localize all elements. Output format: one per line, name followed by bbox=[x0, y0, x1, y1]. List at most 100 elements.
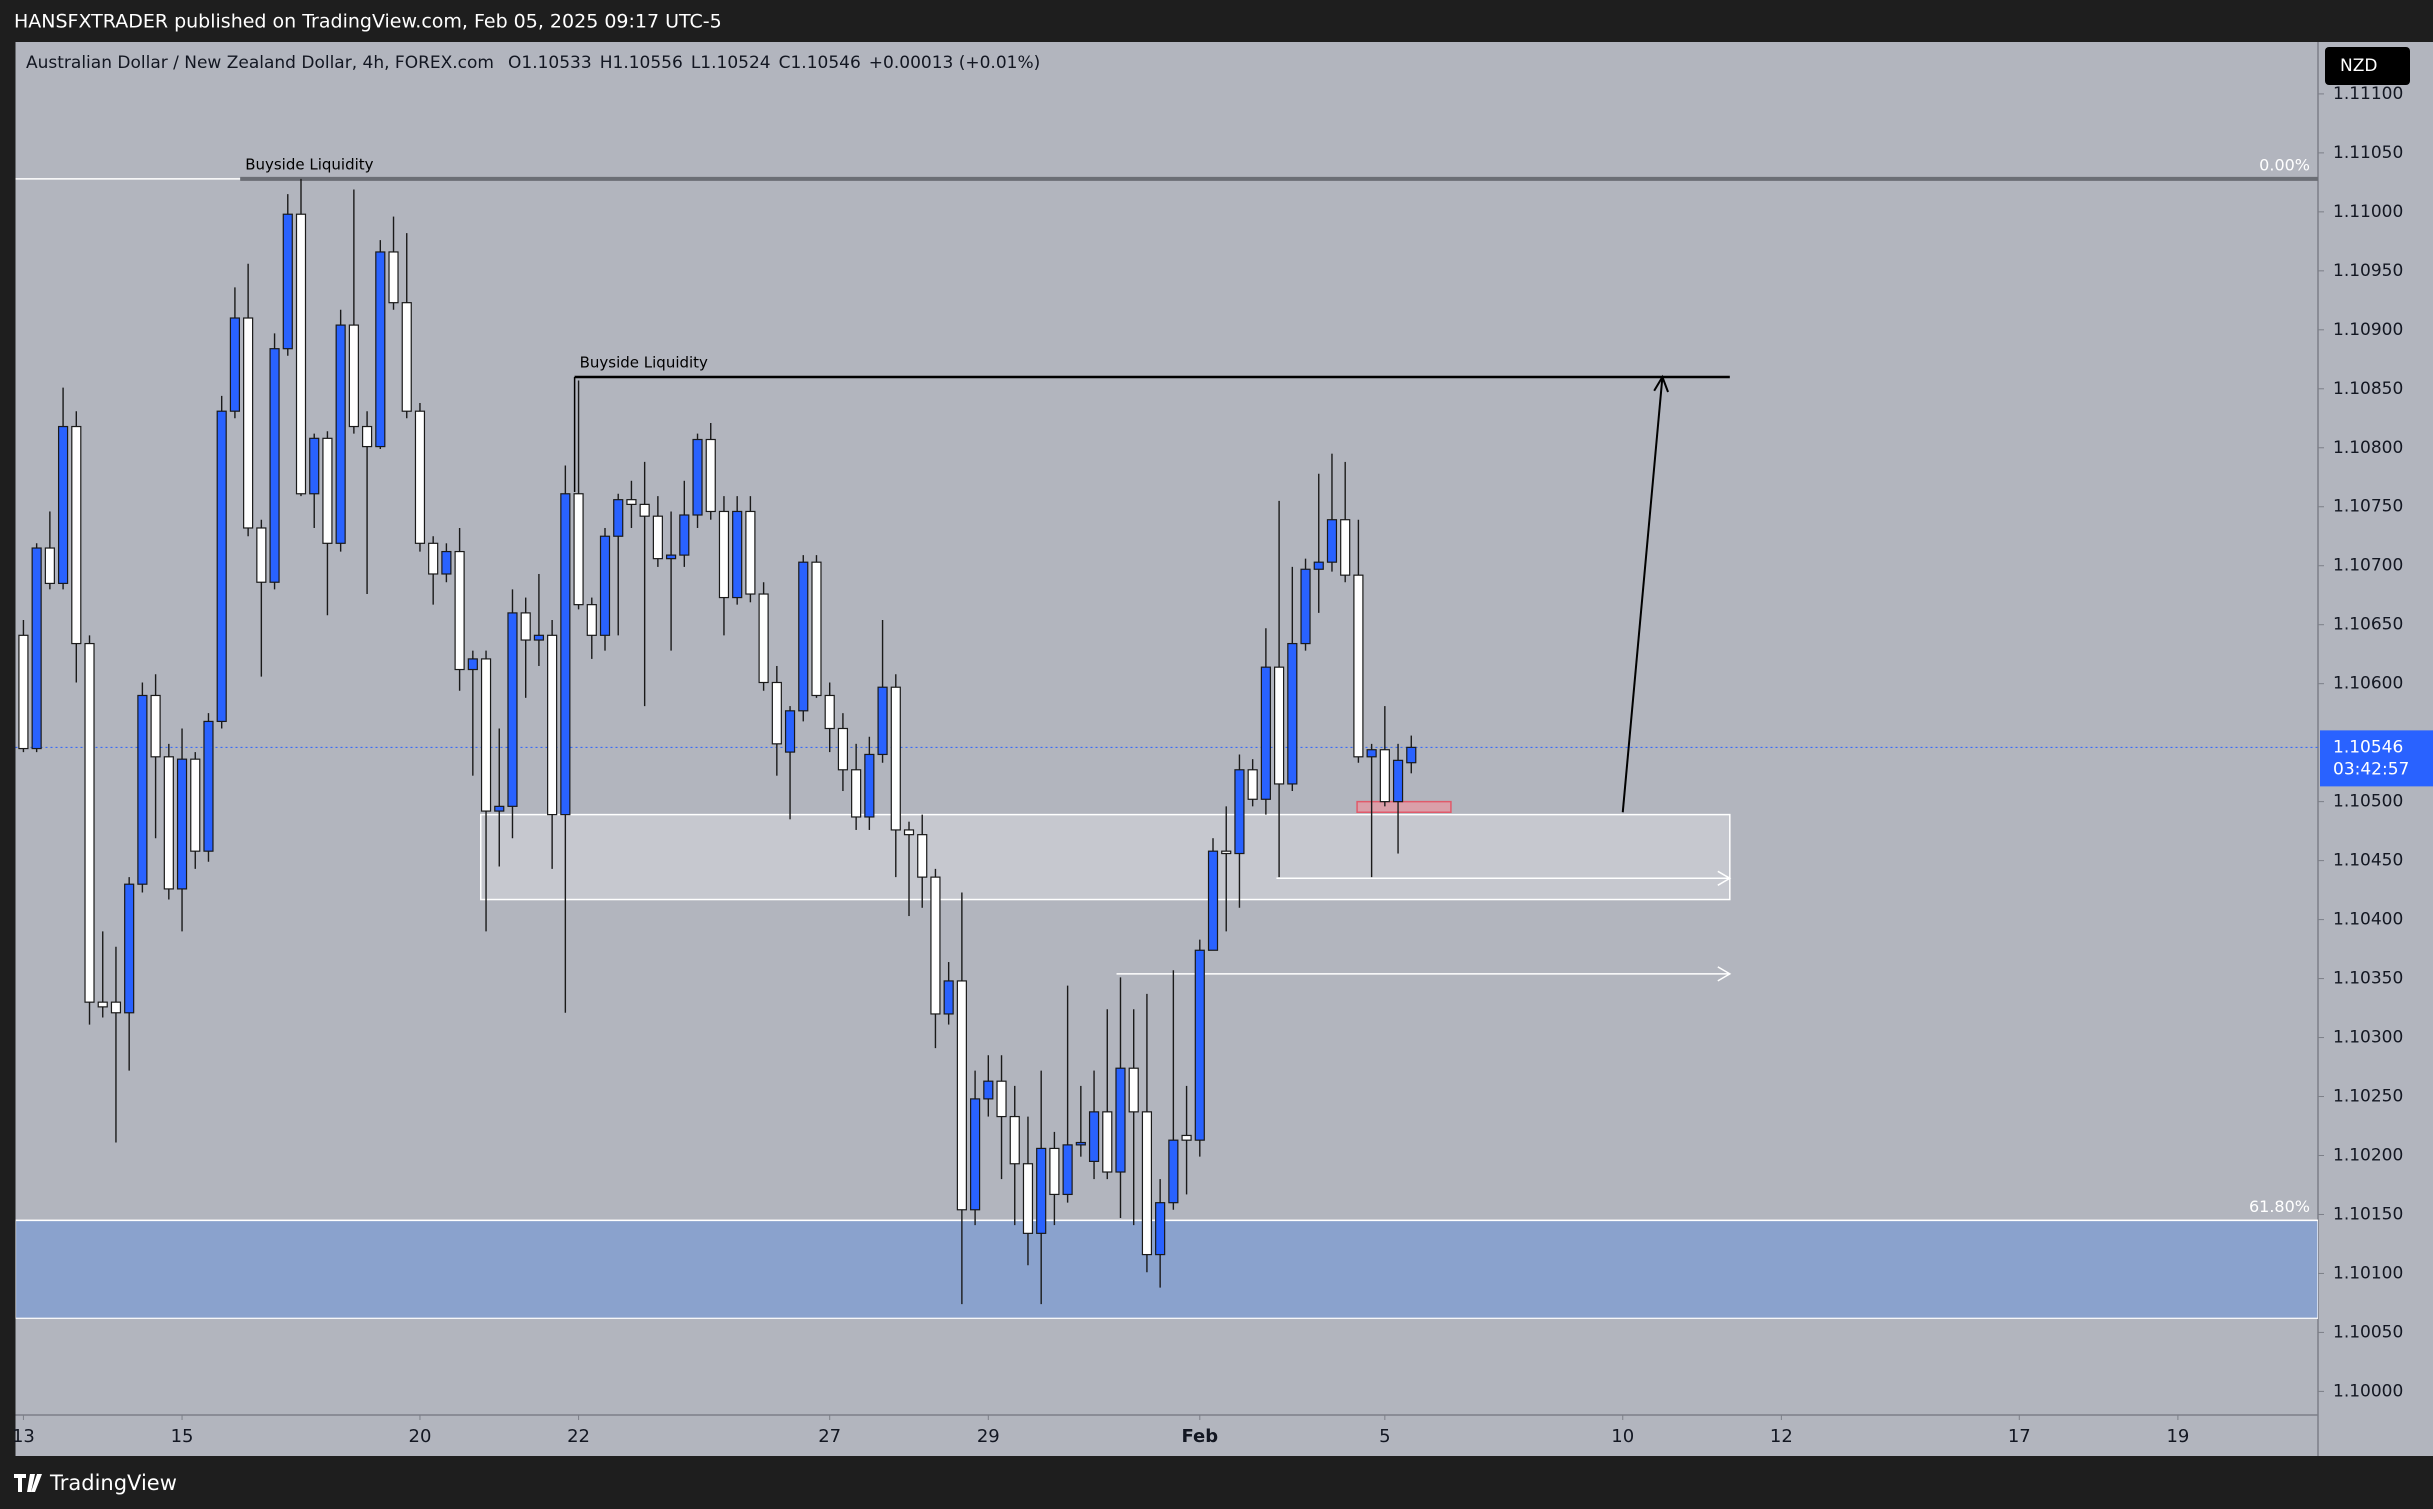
y-tick-label: 1.10050 bbox=[2333, 1322, 2403, 1342]
candle-body bbox=[97, 1001, 108, 1008]
x-tick-label: 5 bbox=[1379, 1426, 1390, 1447]
candle-body bbox=[520, 612, 531, 641]
candle-body bbox=[798, 561, 809, 712]
candle-body bbox=[1326, 519, 1338, 563]
candle-body bbox=[18, 634, 29, 750]
legend-field: H bbox=[600, 53, 613, 73]
y-tick-label: 1.10750 bbox=[2333, 497, 2403, 517]
legend-value: 1.10556 bbox=[613, 53, 683, 73]
y-tick-label: 1.10200 bbox=[2333, 1145, 2403, 1165]
candle-body bbox=[732, 510, 743, 599]
candle-body bbox=[216, 410, 227, 723]
candle-body bbox=[348, 324, 359, 428]
zone bbox=[480, 813, 1731, 901]
candle-body bbox=[1022, 1163, 1034, 1234]
y-tick-label: 1.10800 bbox=[2333, 438, 2403, 458]
y-tick-label: 1.10450 bbox=[2333, 851, 2403, 871]
candle-body bbox=[1313, 561, 1324, 570]
footer-logo: TradingView bbox=[14, 1471, 177, 1495]
countdown-label: 03:42:57 bbox=[2333, 759, 2409, 779]
x-tick-label: Feb bbox=[1181, 1426, 1218, 1447]
candle-body bbox=[467, 658, 478, 671]
y-tick-label: 1.10000 bbox=[2333, 1381, 2403, 1401]
plot-area bbox=[15, 42, 2318, 1415]
publisher-line: HANSFXTRADER published on TradingView.co… bbox=[14, 11, 722, 33]
candle-body bbox=[243, 317, 254, 529]
projection-arrow-head bbox=[1653, 374, 1669, 393]
y-tick-label: 1.10950 bbox=[2333, 261, 2403, 281]
currency-button[interactable] bbox=[2325, 47, 2410, 85]
candle-body bbox=[295, 213, 307, 495]
candle-body bbox=[547, 634, 558, 816]
y-tick-label: 1.11100 bbox=[2333, 84, 2403, 104]
candle-body bbox=[917, 834, 928, 878]
ray-head bbox=[1717, 870, 1732, 886]
logo-mark bbox=[14, 1474, 42, 1492]
candle-body bbox=[1221, 850, 1232, 855]
legend-value: 1.10524 bbox=[700, 53, 770, 73]
candle-body bbox=[229, 317, 241, 412]
candle-body bbox=[533, 634, 545, 641]
candle-body bbox=[665, 554, 677, 560]
candle-body bbox=[494, 805, 505, 812]
candle-body bbox=[652, 515, 663, 560]
plot bbox=[15, 176, 2318, 1319]
candle-body bbox=[309, 437, 320, 495]
ray-head bbox=[1717, 966, 1732, 982]
candle-body bbox=[1088, 1111, 1100, 1162]
candle-body bbox=[1287, 642, 1298, 785]
candle-body bbox=[375, 251, 386, 448]
candle-body bbox=[282, 213, 293, 350]
candle-body bbox=[679, 514, 690, 556]
x-tick-label: 12 bbox=[1770, 1426, 1793, 1447]
candle-body bbox=[1181, 1134, 1192, 1141]
candle-body bbox=[573, 493, 584, 606]
candle-body bbox=[877, 686, 888, 756]
x-tick-label: 29 bbox=[977, 1426, 1000, 1447]
candle-body bbox=[335, 324, 346, 544]
candle-body bbox=[1049, 1147, 1060, 1196]
candle-body bbox=[190, 758, 201, 852]
candle-body bbox=[983, 1080, 994, 1100]
footer-text: TradingView bbox=[49, 1471, 177, 1495]
candle-body bbox=[269, 348, 280, 583]
candle-body bbox=[1300, 568, 1311, 645]
candle-body bbox=[1141, 1111, 1153, 1256]
candle-body bbox=[639, 503, 650, 517]
x-tick-label: 13 bbox=[12, 1426, 35, 1447]
x-tick-label: 27 bbox=[818, 1426, 841, 1447]
candle-body bbox=[1406, 746, 1417, 764]
candle-body bbox=[890, 686, 901, 831]
candle-body bbox=[256, 527, 267, 583]
y-tick-label: 1.10700 bbox=[2333, 556, 2403, 576]
projection-arrow bbox=[1621, 376, 1664, 813]
candle-body bbox=[943, 980, 954, 1015]
candle-body bbox=[454, 550, 465, 671]
legend-field: O bbox=[508, 53, 521, 73]
candle-body bbox=[1353, 574, 1364, 758]
candle-body bbox=[586, 604, 597, 636]
y-tick-label: 1.10100 bbox=[2333, 1263, 2403, 1283]
fib-label: 0.00% bbox=[2259, 155, 2310, 174]
candle-body bbox=[1075, 1141, 1086, 1146]
candle-body bbox=[1234, 769, 1245, 855]
legend-change: +0.00013 (+0.01%) bbox=[869, 53, 1040, 73]
legend: Australian Dollar / New Zealand Dollar, … bbox=[26, 53, 1040, 73]
candle-body bbox=[692, 438, 703, 516]
y-tick-label: 1.10150 bbox=[2333, 1204, 2403, 1224]
candle-body bbox=[388, 251, 399, 304]
candle-body bbox=[1207, 850, 1219, 951]
zone bbox=[1356, 800, 1452, 813]
candle-body bbox=[1194, 949, 1205, 1141]
time-axis bbox=[15, 1415, 2318, 1456]
candle-body bbox=[163, 756, 174, 890]
candle-body bbox=[599, 535, 611, 636]
candle-body bbox=[1247, 769, 1258, 800]
last-price-box bbox=[2320, 730, 2433, 787]
candle-body bbox=[1155, 1202, 1166, 1256]
liquidity-label: Buyside Liquidity bbox=[580, 353, 708, 371]
y-tick-label: 1.10650 bbox=[2333, 615, 2403, 635]
currency-label[interactable]: NZD bbox=[2340, 56, 2377, 76]
candle-body bbox=[84, 642, 95, 1003]
